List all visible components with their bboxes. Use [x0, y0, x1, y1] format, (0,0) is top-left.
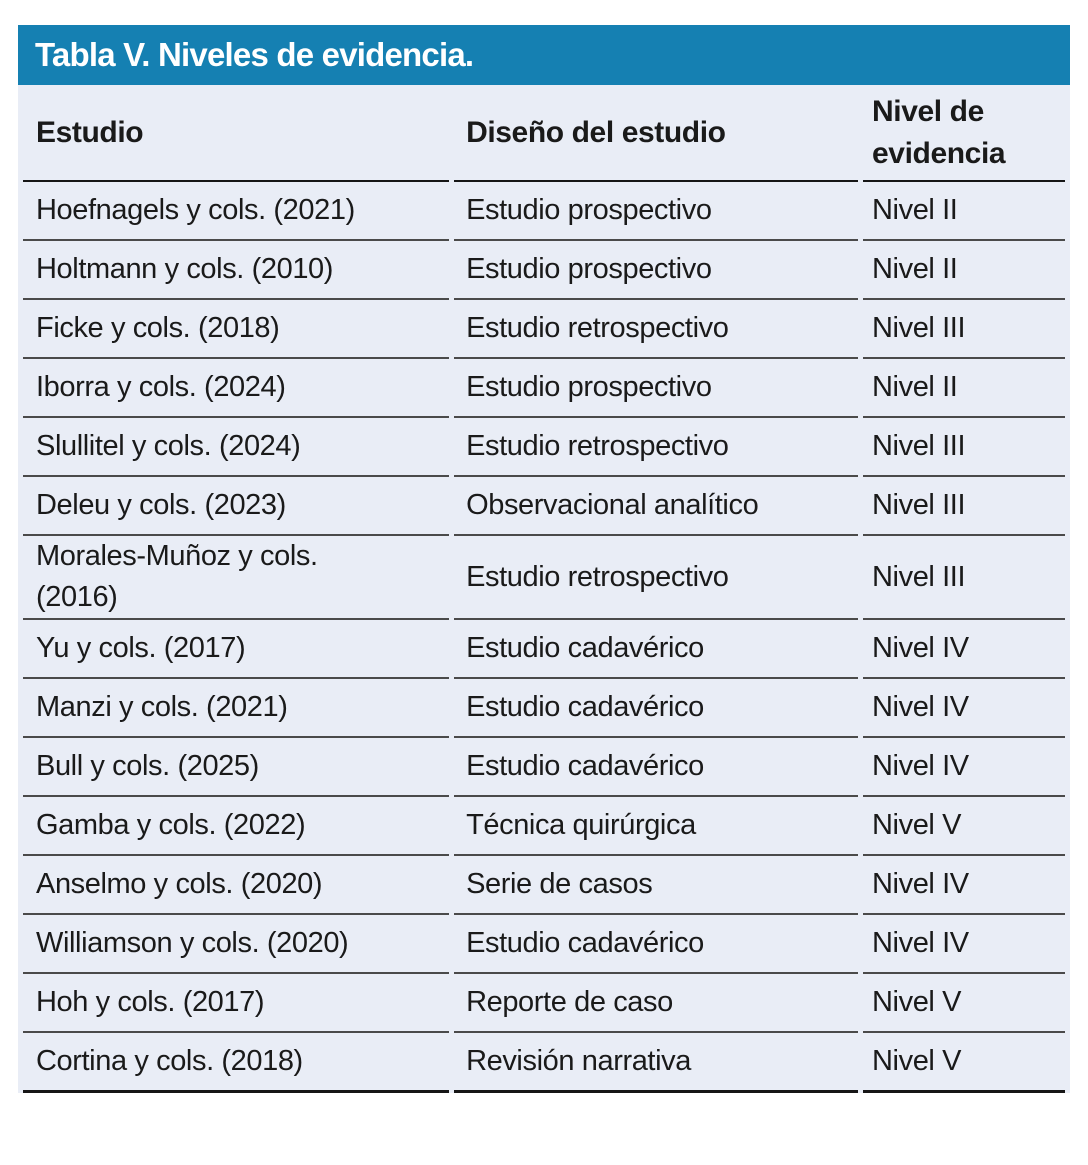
- cell-estudio: Hoh y cols. (2017): [23, 974, 450, 1034]
- cell-estudio: Morales-Muñoz y cols. (2016): [23, 536, 450, 621]
- cell-estudio: Deleu y cols. (2023): [23, 477, 450, 536]
- cell-diseno: Estudio cadavérico: [454, 738, 859, 798]
- cell-nivel: Nivel V: [863, 797, 1065, 857]
- column-header-diseno: Diseño del estudio: [454, 85, 859, 182]
- table-row: Holtmann y cols. (2010) Estudio prospect…: [23, 241, 1065, 300]
- cell-nivel: Nivel IV: [863, 620, 1065, 680]
- cell-nivel: Nivel II: [863, 182, 1065, 241]
- cell-estudio: Bull y cols. (2025): [23, 738, 450, 798]
- cell-nivel: Nivel IV: [863, 679, 1065, 739]
- column-header-estudio: Estudio: [23, 85, 450, 182]
- cell-diseno: Observacional analítico: [454, 477, 859, 536]
- cell-nivel: Nivel III: [863, 536, 1065, 621]
- cell-diseno: Estudio retrospectivo: [454, 418, 859, 477]
- column-header-nivel: Nivel de evidencia: [863, 85, 1065, 182]
- cell-estudio: Cortina y cols. (2018): [23, 1033, 450, 1094]
- cell-estudio: Gamba y cols. (2022): [23, 797, 450, 857]
- cell-nivel: Nivel V: [863, 1033, 1065, 1094]
- evidence-table: Estudio Diseño del estudio Nivel de evid…: [18, 85, 1070, 1094]
- table-row: Gamba y cols. (2022) Técnica quirúrgica …: [23, 797, 1065, 857]
- table-row: Hoefnagels y cols. (2021) Estudio prospe…: [23, 182, 1065, 241]
- cell-estudio: Anselmo y cols. (2020): [23, 856, 450, 916]
- table-row: Cortina y cols. (2018) Revisión narrativ…: [23, 1033, 1065, 1094]
- table-row: Deleu y cols. (2023) Observacional analí…: [23, 477, 1065, 536]
- cell-estudio: Iborra y cols. (2024): [23, 359, 450, 418]
- cell-diseno: Estudio cadavérico: [454, 915, 859, 975]
- evidence-table-card: Tabla V. Niveles de evidencia. Estudio D…: [18, 25, 1070, 1094]
- cell-estudio: Slullitel y cols. (2024): [23, 418, 450, 477]
- table-row: Anselmo y cols. (2020) Serie de casos Ni…: [23, 856, 1065, 916]
- cell-estudio: Manzi y cols. (2021): [23, 679, 450, 739]
- cell-nivel: Nivel III: [863, 300, 1065, 359]
- table-row: Yu y cols. (2017) Estudio cadavérico Niv…: [23, 620, 1065, 680]
- table-header-row: Estudio Diseño del estudio Nivel de evid…: [23, 85, 1065, 182]
- cell-diseno: Técnica quirúrgica: [454, 797, 859, 857]
- table-row: Ficke y cols. (2018) Estudio retrospecti…: [23, 300, 1065, 359]
- cell-diseno: Estudio cadavérico: [454, 620, 859, 680]
- cell-diseno: Estudio retrospectivo: [454, 536, 859, 621]
- cell-estudio: Yu y cols. (2017): [23, 620, 450, 680]
- table-row: Williamson y cols. (2020) Estudio cadavé…: [23, 915, 1065, 975]
- table-row: Bull y cols. (2025) Estudio cadavérico N…: [23, 738, 1065, 798]
- cell-nivel: Nivel III: [863, 477, 1065, 536]
- table-row: Morales-Muñoz y cols. (2016) Estudio ret…: [23, 536, 1065, 621]
- cell-diseno: Estudio retrospectivo: [454, 300, 859, 359]
- cell-diseno: Estudio prospectivo: [454, 182, 859, 241]
- cell-diseno: Estudio cadavérico: [454, 679, 859, 739]
- cell-estudio: Ficke y cols. (2018): [23, 300, 450, 359]
- cell-nivel: Nivel III: [863, 418, 1065, 477]
- cell-nivel: Nivel IV: [863, 915, 1065, 975]
- cell-nivel: Nivel II: [863, 241, 1065, 300]
- cell-nivel: Nivel II: [863, 359, 1065, 418]
- cell-estudio: Holtmann y cols. (2010): [23, 241, 450, 300]
- table-title-bar: Tabla V. Niveles de evidencia.: [18, 25, 1070, 85]
- cell-diseno: Revisión narrativa: [454, 1033, 859, 1094]
- table-row: Manzi y cols. (2021) Estudio cadavérico …: [23, 679, 1065, 739]
- cell-diseno: Serie de casos: [454, 856, 859, 916]
- table-row: Hoh y cols. (2017) Reporte de caso Nivel…: [23, 974, 1065, 1034]
- cell-nivel: Nivel V: [863, 974, 1065, 1034]
- cell-nivel: Nivel IV: [863, 856, 1065, 916]
- cell-diseno: Reporte de caso: [454, 974, 859, 1034]
- table-row: Slullitel y cols. (2024) Estudio retrosp…: [23, 418, 1065, 477]
- cell-nivel: Nivel IV: [863, 738, 1065, 798]
- table-row: Iborra y cols. (2024) Estudio prospectiv…: [23, 359, 1065, 418]
- cell-estudio: Hoefnagels y cols. (2021): [23, 182, 450, 241]
- cell-diseno: Estudio prospectivo: [454, 241, 859, 300]
- cell-diseno: Estudio prospectivo: [454, 359, 859, 418]
- cell-estudio: Williamson y cols. (2020): [23, 915, 450, 975]
- table-title: Tabla V. Niveles de evidencia.: [35, 36, 474, 73]
